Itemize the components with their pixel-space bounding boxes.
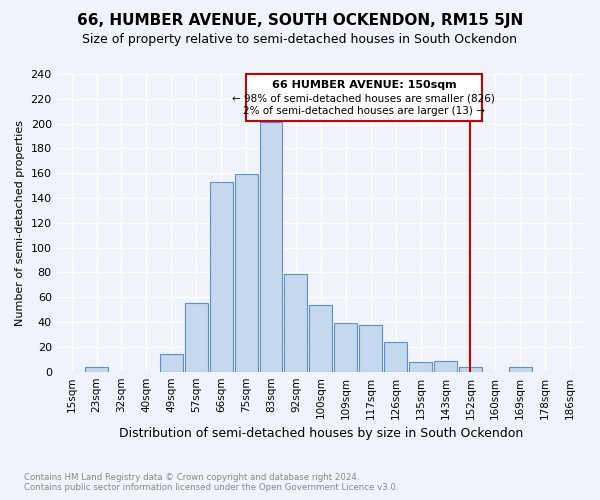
Text: Contains HM Land Registry data © Crown copyright and database right 2024.
Contai: Contains HM Land Registry data © Crown c… — [24, 473, 398, 492]
Bar — [185, 304, 208, 372]
Bar — [284, 274, 307, 372]
Text: 66 HUMBER AVENUE: 150sqm: 66 HUMBER AVENUE: 150sqm — [272, 80, 456, 90]
Text: ← 98% of semi-detached houses are smaller (826): ← 98% of semi-detached houses are smalle… — [232, 94, 495, 104]
Text: Size of property relative to semi-detached houses in South Ockendon: Size of property relative to semi-detach… — [83, 32, 517, 46]
Bar — [209, 182, 233, 372]
Bar — [310, 304, 332, 372]
Bar — [260, 122, 283, 372]
Bar — [359, 324, 382, 372]
X-axis label: Distribution of semi-detached houses by size in South Ockendon: Distribution of semi-detached houses by … — [119, 427, 523, 440]
Bar — [160, 354, 183, 372]
Bar — [235, 174, 257, 372]
Bar — [459, 366, 482, 372]
Bar — [409, 362, 432, 372]
Bar — [384, 342, 407, 372]
Bar — [434, 360, 457, 372]
Text: 2% of semi-detached houses are larger (13) →: 2% of semi-detached houses are larger (1… — [243, 106, 485, 116]
FancyBboxPatch shape — [246, 74, 482, 121]
Bar — [334, 324, 357, 372]
Bar — [509, 366, 532, 372]
Bar — [85, 366, 108, 372]
Text: 66, HUMBER AVENUE, SOUTH OCKENDON, RM15 5JN: 66, HUMBER AVENUE, SOUTH OCKENDON, RM15 … — [77, 12, 523, 28]
Y-axis label: Number of semi-detached properties: Number of semi-detached properties — [15, 120, 25, 326]
